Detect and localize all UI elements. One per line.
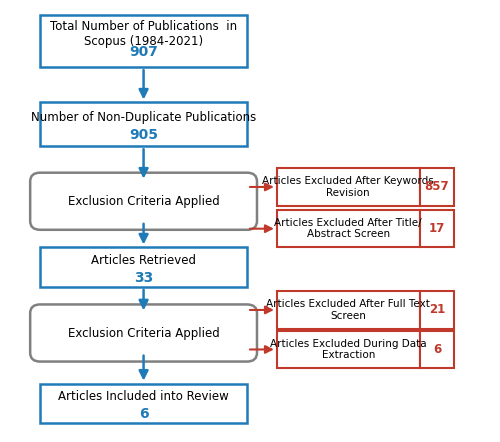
Text: 857: 857 [424, 180, 450, 194]
FancyBboxPatch shape [420, 331, 454, 368]
Text: 6: 6 [433, 343, 441, 356]
Text: Articles Excluded After Keywords
Revision: Articles Excluded After Keywords Revisio… [262, 176, 434, 198]
FancyBboxPatch shape [40, 384, 247, 423]
FancyBboxPatch shape [40, 248, 247, 287]
Text: 905: 905 [129, 128, 158, 142]
FancyBboxPatch shape [276, 331, 420, 368]
Text: Articles Excluded During Data
Extraction: Articles Excluded During Data Extraction [270, 339, 426, 360]
Text: Articles Excluded After Title/
Abstract Screen: Articles Excluded After Title/ Abstract … [274, 218, 422, 240]
FancyBboxPatch shape [420, 291, 454, 328]
FancyBboxPatch shape [420, 168, 454, 206]
FancyBboxPatch shape [30, 173, 257, 230]
Text: 21: 21 [429, 304, 445, 316]
Text: Total Number of Publications  in
Scopus (1984-2021): Total Number of Publications in Scopus (… [50, 20, 237, 48]
FancyBboxPatch shape [276, 210, 420, 248]
Text: Number of Non-Duplicate Publications: Number of Non-Duplicate Publications [31, 111, 256, 124]
Text: 907: 907 [129, 45, 158, 59]
FancyBboxPatch shape [40, 15, 247, 67]
Text: 6: 6 [139, 407, 148, 421]
Text: Exclusion Criteria Applied: Exclusion Criteria Applied [68, 195, 220, 208]
FancyBboxPatch shape [30, 305, 257, 362]
FancyBboxPatch shape [276, 291, 420, 328]
Text: 33: 33 [134, 271, 153, 285]
Text: Articles Retrieved: Articles Retrieved [91, 254, 196, 267]
FancyBboxPatch shape [40, 103, 247, 146]
Text: Exclusion Criteria Applied: Exclusion Criteria Applied [68, 327, 220, 339]
FancyBboxPatch shape [420, 210, 454, 248]
Text: Articles Included into Review: Articles Included into Review [58, 390, 229, 403]
Text: Articles Excluded After Full Text
Screen: Articles Excluded After Full Text Screen [266, 299, 430, 321]
FancyBboxPatch shape [276, 168, 420, 206]
Text: 17: 17 [429, 222, 445, 235]
